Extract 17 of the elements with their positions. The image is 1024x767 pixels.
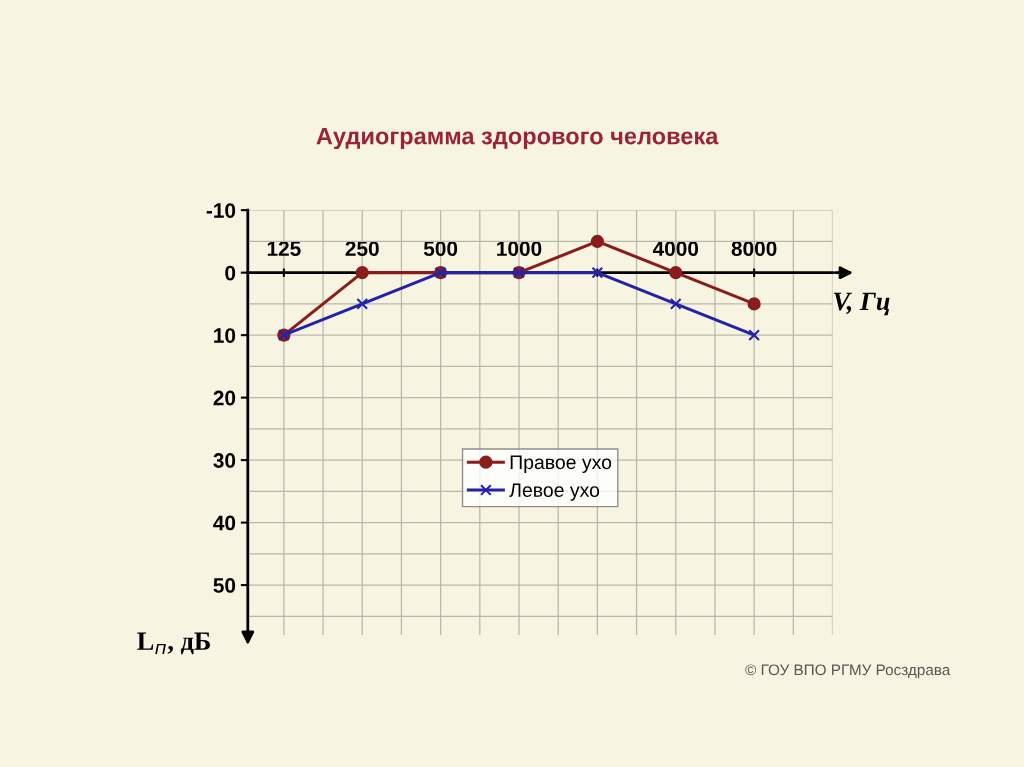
y-tick-label: -10 — [206, 203, 236, 218]
legend-label: Правое ухо — [510, 455, 612, 473]
text: © ГОУ ВПО РГМУ Росздрава — [745, 664, 951, 679]
y-tick-label: 20 — [213, 390, 236, 406]
y-tick-label: 40 — [213, 515, 236, 531]
y-tick-label: 30 — [213, 453, 236, 468]
x-tick-label: 8000 — [731, 241, 777, 256]
x-tick-label: 1000 — [497, 241, 542, 256]
y-tick-label: 50 — [213, 578, 236, 593]
legend-label: Левое ухо — [509, 483, 600, 501]
y-tick-label: 0 — [225, 265, 236, 281]
x-axis-title: V, Гц — [834, 292, 890, 316]
y-tick-label: 10 — [214, 328, 236, 343]
chart-title: Аудиограмма здорового человека — [316, 127, 719, 150]
y-axis-title: L$_{п}$, дБ — [137, 632, 210, 655]
x-tick-label: 4000 — [652, 241, 699, 256]
x-tick-label: 500 — [423, 241, 458, 256]
